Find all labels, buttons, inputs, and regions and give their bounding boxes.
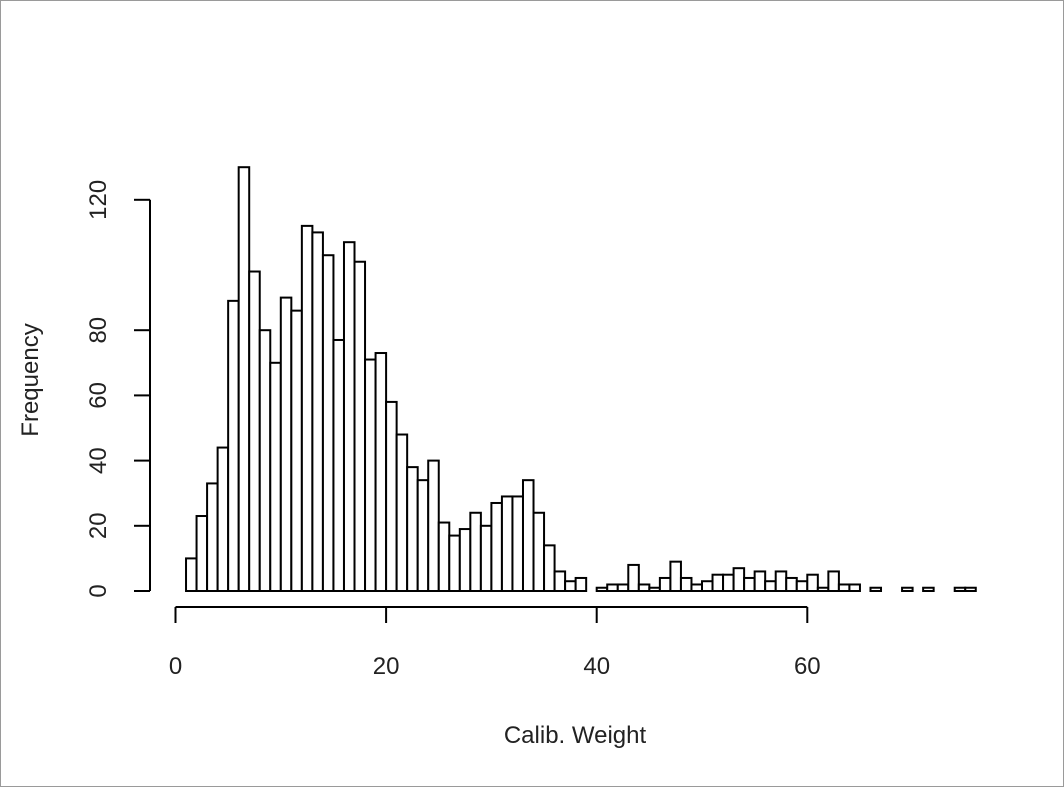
histogram-bar — [964, 586, 977, 592]
histogram-bar — [627, 563, 640, 592]
histogram-bars — [185, 166, 977, 593]
histogram-bar — [848, 583, 861, 592]
histogram-bar — [258, 329, 272, 592]
histogram-bar — [206, 482, 219, 593]
histogram-bar — [448, 534, 461, 593]
histogram-bar — [901, 586, 914, 592]
histogram-bar — [269, 361, 282, 592]
histogram-bar — [353, 260, 367, 592]
histogram-bar — [922, 586, 935, 592]
histogram-bar — [227, 299, 240, 592]
histogram-bar — [595, 586, 609, 592]
histogram-bar — [385, 400, 398, 593]
histogram-bar — [637, 583, 651, 592]
y-tick-label: 0 — [85, 584, 112, 597]
y-tick-label: 40 — [85, 447, 112, 474]
y-tick-label: 80 — [85, 317, 112, 344]
histogram-bar — [479, 524, 493, 592]
histogram-bar — [648, 586, 661, 592]
histogram-bar — [827, 570, 840, 593]
histogram-bar — [774, 570, 788, 593]
histogram-bar — [416, 479, 430, 592]
x-tick-label: 20 — [373, 653, 400, 680]
x-tick-label: 60 — [794, 653, 821, 680]
histogram-bar — [690, 583, 703, 592]
histogram-bar — [300, 224, 314, 592]
histogram-bar — [511, 495, 524, 592]
histogram-bar — [564, 580, 577, 592]
histogram-bar — [469, 511, 482, 593]
histogram-bar — [279, 296, 293, 592]
histogram-bar — [616, 583, 630, 592]
histogram-bar — [816, 586, 830, 592]
histogram-bar — [732, 567, 746, 592]
y-tick-label: 120 — [85, 180, 112, 220]
histogram-bar — [290, 309, 303, 592]
histogram-bar — [574, 576, 588, 593]
histogram-bar — [743, 576, 756, 593]
y-axis-label: Frequency — [17, 323, 44, 436]
histogram-bar — [195, 515, 209, 593]
histogram-bar — [216, 446, 230, 592]
y-axis: 0 20 40 60 80 120 — [85, 180, 151, 598]
histogram-bar — [795, 580, 809, 592]
histogram-bar — [837, 583, 851, 592]
histogram-bar — [458, 528, 472, 592]
x-axis-label: Calib. Weight — [504, 722, 647, 749]
histogram-bar — [532, 511, 546, 593]
histogram-bar — [437, 521, 451, 592]
histogram-bar — [321, 254, 335, 592]
y-tick-label: 20 — [85, 512, 112, 539]
histogram-bar — [869, 586, 883, 592]
histogram-bar — [785, 576, 798, 593]
histogram-bar — [701, 580, 714, 592]
histogram-bar — [553, 570, 567, 593]
histogram-bar — [406, 466, 419, 592]
x-tick-label: 0 — [169, 653, 182, 680]
histogram-bar — [806, 573, 819, 593]
histogram-bar — [753, 570, 767, 593]
histogram-bar — [722, 573, 735, 593]
histogram-bar — [395, 433, 409, 592]
histogram-bar — [332, 338, 345, 593]
histogram-bar — [342, 241, 356, 592]
histogram-bar — [543, 544, 556, 592]
x-tick-label: 40 — [583, 653, 610, 680]
histogram-bar — [364, 358, 377, 593]
histogram-bar — [679, 576, 693, 593]
histogram-bar — [185, 557, 198, 593]
histogram-bar — [311, 231, 324, 592]
histogram-bar — [490, 501, 503, 593]
histogram-bar — [669, 560, 682, 592]
histogram-bar — [427, 459, 440, 592]
histogram-bar — [237, 166, 251, 592]
histogram-bar — [500, 495, 514, 592]
histogram-bar — [953, 586, 967, 592]
y-tick-label: 60 — [85, 382, 112, 409]
histogram-bar — [764, 580, 777, 592]
histogram-bar — [606, 583, 619, 592]
histogram-bar — [374, 352, 388, 592]
histogram-bar — [521, 479, 535, 592]
histogram-bar — [248, 270, 261, 592]
histogram-bar — [711, 573, 725, 593]
histogram-bar — [658, 576, 672, 593]
x-axis: 0 20 40 60 — [169, 606, 821, 680]
